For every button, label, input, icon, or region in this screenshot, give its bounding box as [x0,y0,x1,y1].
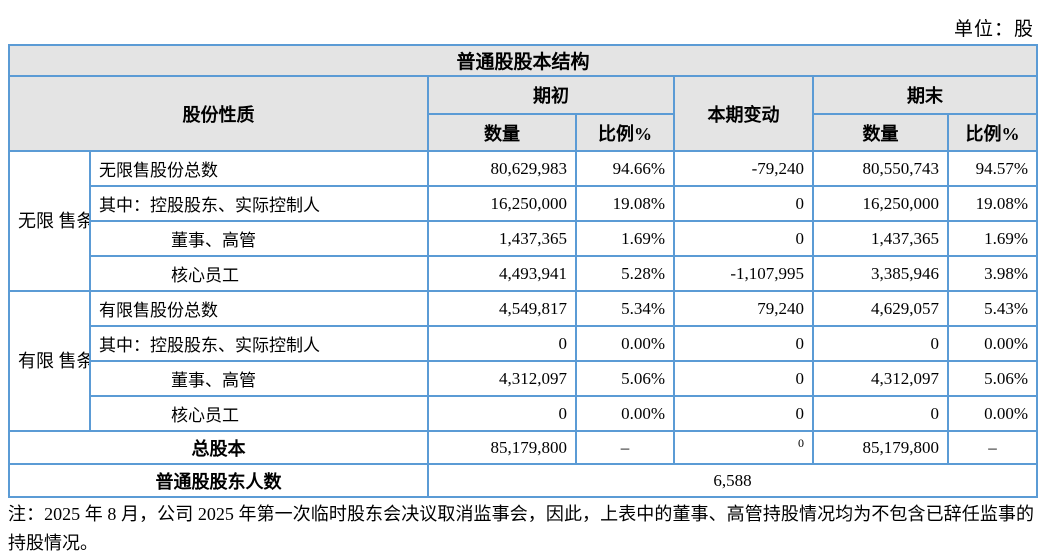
row-label: 董事、高管 [89,360,429,397]
begin-qty: 80,629,983 [427,150,577,187]
header-period-begin: 期初 [427,75,675,115]
change: 0 [673,395,814,432]
end-qty: 16,250,000 [812,185,949,222]
footnote: 注：2025 年 8 月，公司 2025 年第一次临时股东会决议取消监事会，因此… [8,504,1034,553]
end-qty: 1,437,365 [812,220,949,257]
change: 0 [673,325,814,362]
begin-pct: 19.08% [575,185,675,222]
table-row-total-shares: 总股本 85,179,800 – 0 85,179,800 – [8,430,1039,465]
total-shares-label: 总股本 [8,430,429,465]
group-label-restricted: 有限 售条 件股 份 [8,290,91,432]
unit-label: 单位：股 [953,19,1034,40]
end-pct: 0.00% [946,325,1039,362]
begin-qty: 4,493,941 [427,255,577,292]
row-label: 核心员工 [89,395,429,432]
row-label: 董事、高管 [89,220,429,257]
row-label: 无限售股份总数 [89,150,429,187]
table-row-unrestricted-directors: 董事、高管 1,437,365 1.69% 0 1,437,365 1.69% [9,220,1039,257]
end-pct: 3.98% [946,255,1039,292]
begin-qty: 85,179,800 [427,430,577,465]
header-begin-quantity: 数量 [427,113,577,152]
change: 79,240 [673,290,814,327]
header-row-1: 股份性质 期初 本期变动 期末 [8,75,1039,152]
table-row-shareholder-count: 普通股股东人数 6,588 [8,463,1039,498]
header-end-quantity: 数量 [812,113,949,152]
end-qty: 4,312,097 [812,360,949,397]
end-qty: 0 [812,395,949,432]
change: 0 [673,360,814,397]
header-share-nature: 股份性质 [8,75,429,152]
begin-pct: 5.34% [575,290,675,327]
table-row-restricted-directors: 董事、高管 4,312,097 5.06% 0 4,312,097 5.06% [9,360,1039,397]
table-row-unrestricted-controller: 其中：控股股东、实际控制人 16,250,000 19.08% 0 16,250… [9,185,1039,222]
end-pct: 5.43% [946,290,1039,327]
table-row-restricted-core-staff: 核心员工 0 0.00% 0 0 0.00% [9,395,1039,432]
begin-qty: 1,437,365 [427,220,577,257]
begin-qty: 0 [427,325,577,362]
change: -79,240 [673,150,814,187]
begin-pct: 0.00% [575,325,675,362]
end-pct: 19.08% [946,185,1039,222]
begin-pct: – [575,430,675,465]
header-period-change: 本期变动 [673,75,814,152]
begin-pct: 1.69% [575,220,675,257]
change: 0 [673,220,814,257]
change: -1,107,995 [673,255,814,292]
row-label: 其中：控股股东、实际控制人 [89,185,429,222]
change: 0 [673,430,814,465]
header-begin-ratio: 比例% [575,113,675,152]
row-label: 其中：控股股东、实际控制人 [89,325,429,362]
header-period-end: 期末 [811,75,1039,115]
table-title-row: 普通股股本结构 [7,44,1039,77]
begin-pct: 94.66% [575,150,675,187]
group-label-unrestricted: 无限 售条 件股 份 [8,150,91,292]
header-row-2: 数量 比例% 数量 比例% [9,113,1039,152]
row-label: 核心员工 [89,255,429,292]
table-row-unrestricted-core-staff: 核心员工 4,493,941 5.28% -1,107,995 3,385,94… [9,255,1039,292]
begin-qty: 4,549,817 [427,290,577,327]
shareholder-count-label: 普通股股东人数 [8,463,429,498]
begin-qty: 0 [427,395,577,432]
end-pct: – [946,430,1039,465]
shareholder-count-value: 6,588 [426,463,1039,498]
end-qty: 0 [812,325,949,362]
end-qty: 4,629,057 [812,290,949,327]
end-qty: 3,385,946 [812,255,949,292]
begin-qty: 16,250,000 [427,185,577,222]
begin-pct: 5.28% [575,255,675,292]
end-pct: 1.69% [946,220,1039,257]
table-row-restricted-controller: 其中：控股股东、实际控制人 0 0.00% 0 0 0.00% [9,325,1039,362]
end-pct: 94.57% [946,150,1039,187]
end-pct: 0.00% [946,395,1039,432]
begin-pct: 0.00% [575,395,675,432]
change: 0 [673,185,814,222]
table-row-unrestricted-total: 无限 售条 件股 份 无限售股份总数 80,629,983 94.66% -79… [8,150,1039,292]
share-structure-table: 普通股股本结构 股份性质 期初 本期变动 期末 数量 比例% 数量 比例% 无限… [7,44,1039,498]
end-qty: 85,179,800 [812,430,949,465]
header-end-ratio: 比例% [946,113,1039,152]
row-label: 有限售股份总数 [89,290,429,327]
table-title: 普通股股本结构 [7,44,1039,77]
table-row-restricted-total: 有限 售条 件股 份 有限售股份总数 4,549,817 5.34% 79,24… [8,290,1039,432]
begin-pct: 5.06% [575,360,675,397]
end-qty: 80,550,743 [812,150,949,187]
change-value: 0 [798,435,804,450]
end-pct: 5.06% [946,360,1039,397]
begin-qty: 4,312,097 [427,360,577,397]
